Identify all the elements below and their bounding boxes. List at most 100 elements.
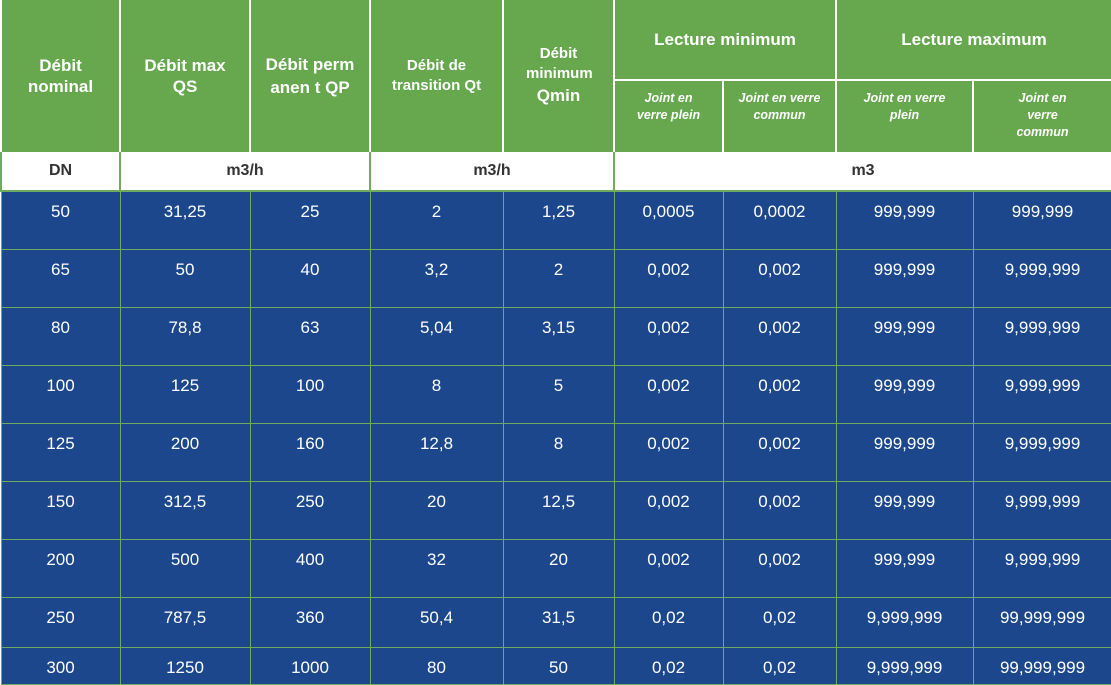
cell-qt: 12,8: [369, 422, 504, 482]
cell-qt: 20: [369, 480, 504, 540]
cell-qs: 312,5: [119, 480, 251, 540]
cell-min-commun: 0,002: [722, 538, 837, 598]
header-debit-permanent: Débit permanen t QP: [249, 0, 371, 152]
cell-dn: 80: [0, 306, 121, 366]
cell-min-commun: 0,0002: [722, 190, 837, 250]
table-row: 150 312,5 250 20 12,5 0,002 0,002 999,999 9,999,…: [0, 480, 1111, 540]
cell-qt: 2: [369, 190, 504, 250]
table-row: 125 200 160 12,8 8 0,002 0,002 999,999 9,999,999: [0, 422, 1111, 482]
cell-max-plein: 999,999: [835, 190, 974, 250]
cell-dn: 50: [0, 190, 121, 250]
header-debit-nominal: Débit nominal: [0, 0, 121, 152]
cell-qp: 250: [249, 480, 371, 540]
cell-qs: 50: [119, 248, 251, 308]
cell-qt: 5,04: [369, 306, 504, 366]
cell-qmin: 1,25: [502, 190, 615, 250]
unit-flow-2: m3/h: [369, 152, 615, 192]
cell-dn: 150: [0, 480, 121, 540]
cell-min-plein: 0,002: [613, 248, 724, 308]
cell-qs: 200: [119, 422, 251, 482]
cell-qmin: 2: [502, 248, 615, 308]
table-body: 50 31,25 25 2 1,25 0,0005 0,0002 999,999 999,999…: [0, 190, 1111, 685]
cell-max-commun: 9,999,999: [972, 422, 1111, 482]
cell-min-plein: 0,002: [613, 422, 724, 482]
cell-qp: 360: [249, 596, 371, 648]
table-row: 200 500 400 32 20 0,002 0,002 999,999 9,999,999: [0, 538, 1111, 598]
cell-qp: 40: [249, 248, 371, 308]
unit-dn: DN: [0, 152, 121, 192]
header-min-joint-plein: Joint en verre plein: [613, 80, 724, 152]
table-row: 65 50 40 3,2 2 0,002 0,002 999,999 9,999,999: [0, 248, 1111, 308]
header-lecture-minimum: Lecture minimum: [612, 0, 838, 81]
cell-max-commun: 9,999,999: [972, 538, 1111, 598]
table-row: 100 125 100 8 5 0,002 0,002 999,999 9,999,999: [0, 364, 1111, 424]
cell-max-commun: 9,999,999: [972, 306, 1111, 366]
table-row: 250 787,5 360 50,4 31,5 0,02 0,02 9,999,999 99,9…: [0, 596, 1111, 648]
cell-dn: 200: [0, 538, 121, 598]
cell-qt: 8: [369, 364, 504, 424]
cell-qmin: 50: [502, 646, 615, 685]
cell-min-commun: 0,002: [722, 248, 837, 308]
cell-min-plein: 0,002: [613, 480, 724, 540]
cell-max-plein: 999,999: [835, 364, 974, 424]
unit-flow-1: m3/h: [119, 152, 371, 192]
cell-qmin: 5: [502, 364, 615, 424]
cell-min-commun: 0,002: [722, 480, 837, 540]
cell-max-plein: 999,999: [835, 422, 974, 482]
cell-max-plein: 999,999: [835, 538, 974, 598]
cell-qp: 100: [249, 364, 371, 424]
cell-min-commun: 0,02: [722, 596, 837, 648]
cell-max-commun: 999,999: [972, 190, 1111, 250]
cell-min-commun: 0,002: [722, 306, 837, 366]
cell-max-plein: 999,999: [835, 248, 974, 308]
unit-volume: m3: [612, 152, 1111, 192]
cell-min-plein: 0,002: [613, 538, 724, 598]
cell-qmin: 8: [502, 422, 615, 482]
header-debit-minimum-label: Débit minimum: [526, 45, 593, 82]
header-debit-minimum: Débit minimum Qmin: [502, 0, 615, 152]
header-debit-minimum-symbol: Qmin: [536, 86, 581, 105]
cell-qp: 400: [249, 538, 371, 598]
cell-min-commun: 0,002: [722, 422, 837, 482]
cell-dn: 100: [0, 364, 121, 424]
cell-qmin: 12,5: [502, 480, 615, 540]
cell-qs: 125: [119, 364, 251, 424]
cell-qs: 78,8: [119, 306, 251, 366]
cell-qmin: 31,5: [502, 596, 615, 648]
cell-dn: 250: [0, 596, 121, 648]
cell-min-commun: 0,02: [722, 646, 837, 685]
cell-qmin: 3,15: [502, 306, 615, 366]
cell-min-plein: 0,02: [613, 646, 724, 685]
cell-max-plein: 9,999,999: [835, 596, 974, 648]
header-lecture-maximum: Lecture maximum: [835, 0, 1111, 81]
cell-max-commun: 99,999,999: [972, 646, 1111, 685]
cell-max-plein: 999,999: [835, 306, 974, 366]
table-row: 80 78,8 63 5,04 3,15 0,002 0,002 999,999 9,999,9…: [0, 306, 1111, 366]
header-max-joint-plein: Joint en verre plein: [835, 80, 975, 152]
header-debit-transition: Débit de transition Qt: [369, 0, 504, 152]
header-max-joint-commun: Joint en verre commun: [972, 80, 1111, 152]
cell-max-commun: 9,999,999: [972, 364, 1111, 424]
cell-min-plein: 0,002: [613, 306, 724, 366]
cell-qp: 63: [249, 306, 371, 366]
cell-min-plein: 0,0005: [613, 190, 724, 250]
cell-min-commun: 0,002: [722, 364, 837, 424]
header-debit-max: Débit max QS: [119, 0, 251, 152]
table-row: 300 1250 1000 80 50 0,02 0,02 9,999,999 99,999,9…: [0, 646, 1111, 685]
cell-qs: 31,25: [119, 190, 251, 250]
table-row: 50 31,25 25 2 1,25 0,0005 0,0002 999,999 999,999: [0, 190, 1111, 250]
cell-qt: 3,2: [369, 248, 504, 308]
cell-dn: 300: [0, 646, 121, 685]
cell-qp: 160: [249, 422, 371, 482]
cell-max-commun: 99,999,999: [972, 596, 1111, 648]
cell-dn: 65: [0, 248, 121, 308]
cell-min-plein: 0,02: [613, 596, 724, 648]
header-min-joint-commun: Joint en verre commun: [721, 80, 838, 152]
cell-dn: 125: [0, 422, 121, 482]
cell-max-commun: 9,999,999: [972, 248, 1111, 308]
cell-min-plein: 0,002: [613, 364, 724, 424]
cell-qs: 787,5: [119, 596, 251, 648]
cell-qt: 32: [369, 538, 504, 598]
cell-max-commun: 9,999,999: [972, 480, 1111, 540]
